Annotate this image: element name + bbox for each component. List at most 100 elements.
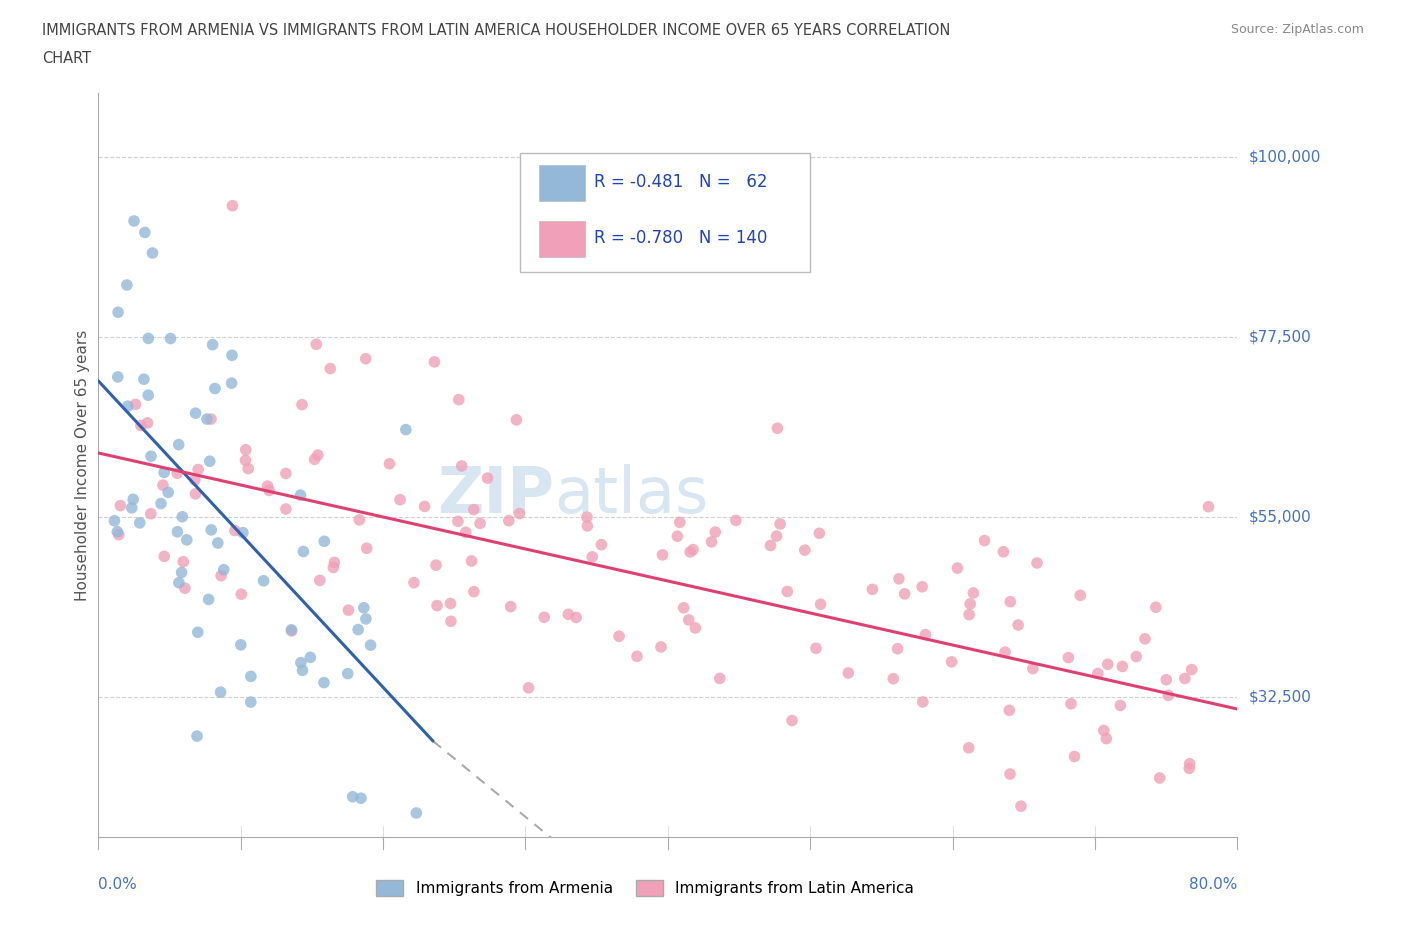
Point	[793, 543, 815, 558]
Point	[468, 516, 491, 531]
Point	[463, 502, 485, 517]
Point	[837, 666, 859, 681]
Point	[505, 412, 527, 427]
Point	[1087, 666, 1109, 681]
Point	[1026, 555, 1049, 570]
Point	[132, 372, 155, 387]
Point	[1057, 650, 1080, 665]
Point	[450, 458, 472, 473]
Point	[914, 627, 936, 642]
Point	[103, 513, 125, 528]
Point	[274, 501, 297, 516]
Point	[1060, 697, 1083, 711]
Point	[292, 544, 315, 559]
Point	[804, 641, 827, 656]
Point	[765, 528, 787, 543]
Point	[1010, 799, 1032, 814]
Text: 80.0%: 80.0%	[1189, 877, 1237, 892]
Point	[581, 550, 603, 565]
Point	[209, 568, 232, 583]
Point	[1111, 659, 1133, 674]
Point	[498, 513, 520, 528]
Point	[299, 650, 322, 665]
Point	[221, 348, 243, 363]
Point	[305, 337, 328, 352]
Point	[184, 486, 207, 501]
Point	[172, 554, 194, 569]
Legend: Immigrants from Armenia, Immigrants from Latin America: Immigrants from Armenia, Immigrants from…	[375, 880, 914, 897]
Point	[198, 454, 221, 469]
Point	[460, 553, 482, 568]
Point	[678, 613, 700, 628]
Point	[136, 331, 159, 346]
Point	[274, 466, 297, 481]
Point	[121, 500, 143, 515]
Point	[1125, 649, 1147, 664]
Point	[337, 603, 360, 618]
Point	[447, 392, 470, 407]
Point	[911, 695, 934, 710]
Point	[304, 452, 326, 467]
Point	[232, 525, 254, 540]
Point	[280, 623, 302, 638]
Point	[607, 629, 630, 644]
Point	[235, 453, 257, 468]
Point	[307, 447, 329, 462]
Point	[517, 681, 540, 696]
Point	[651, 548, 673, 563]
Point	[993, 544, 1015, 559]
Point	[322, 560, 344, 575]
Point	[308, 573, 330, 588]
Point	[378, 457, 401, 472]
Point	[186, 728, 208, 743]
Point	[682, 542, 704, 557]
Point	[463, 584, 485, 599]
Point	[280, 622, 302, 637]
Point	[1157, 688, 1180, 703]
Point	[423, 354, 446, 369]
Point	[129, 418, 152, 432]
Point	[291, 397, 314, 412]
Point	[336, 666, 359, 681]
Point	[1149, 771, 1171, 786]
Point	[626, 649, 648, 664]
Point	[1156, 672, 1178, 687]
Point	[766, 421, 789, 436]
Point	[252, 574, 274, 589]
Point	[668, 515, 690, 530]
Point	[575, 510, 598, 525]
Point	[704, 525, 727, 539]
Point	[1181, 662, 1204, 677]
Point	[395, 422, 418, 437]
Point	[508, 506, 530, 521]
Point	[499, 599, 522, 614]
Point	[157, 485, 180, 499]
FancyBboxPatch shape	[520, 153, 810, 272]
Point	[212, 563, 235, 578]
Text: R = -0.780   N = 140: R = -0.780 N = 140	[593, 229, 768, 247]
Point	[353, 601, 375, 616]
Point	[167, 576, 190, 591]
Point	[200, 523, 222, 538]
Point	[350, 790, 373, 805]
Point	[1097, 657, 1119, 671]
Point	[153, 465, 176, 480]
Point	[172, 510, 194, 525]
Point	[413, 499, 436, 514]
Point	[342, 790, 364, 804]
Point	[319, 361, 342, 376]
Point	[402, 576, 425, 591]
Point	[107, 305, 129, 320]
Point	[439, 596, 461, 611]
Point	[1174, 671, 1197, 686]
Point	[700, 535, 723, 550]
Point	[204, 381, 226, 396]
Point	[1095, 731, 1118, 746]
Point	[117, 399, 139, 414]
Point	[239, 695, 262, 710]
Point	[650, 640, 672, 655]
Point	[209, 684, 232, 699]
Point	[959, 596, 981, 611]
Point	[425, 558, 447, 573]
Point	[184, 472, 207, 487]
